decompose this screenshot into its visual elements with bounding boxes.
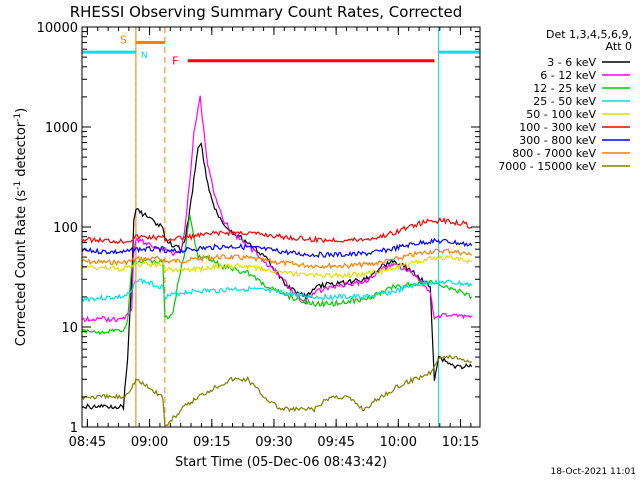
timestamp: 18-Oct-2021 11:01 — [551, 467, 636, 477]
y-tick-label-2: 100 — [53, 221, 78, 236]
legend-title-attenuator: Att 0 — [606, 40, 632, 53]
annotation-F: F — [172, 55, 178, 68]
y-tick-label-4: 10000 — [37, 21, 78, 36]
annotation-S: S — [120, 33, 127, 46]
plot-frame — [81, 26, 481, 428]
y-axis-ticks: 1 10 100 1000 10000 — [37, 21, 480, 436]
series-line-1 — [81, 95, 473, 323]
chart-title: RHESSI Observing Summary Count Rates, Co… — [70, 3, 463, 21]
x-tick-label-0: 08:45 — [69, 435, 106, 450]
legend-label-6: 300 - 800 keV — [519, 134, 596, 147]
y-tick-label-1: 10 — [61, 321, 78, 336]
plot-lines — [81, 95, 473, 428]
x-tick-label-1: 09:00 — [131, 435, 168, 450]
legend-label-8: 7000 - 15000 keV — [498, 160, 596, 173]
legend-label-1: 6 - 12 keV — [540, 69, 596, 82]
x-tick-label-6: 10:15 — [442, 435, 479, 450]
x-axis-label: Start Time (05-Dec-06 08:43:42) — [175, 455, 387, 470]
x-tick-label-4: 09:45 — [317, 435, 354, 450]
series-line-6 — [81, 237, 473, 259]
legend-label-0: 3 - 6 keV — [547, 56, 596, 69]
x-tick-label-5: 10:00 — [380, 435, 417, 450]
x-tick-label-3: 09:30 — [255, 435, 292, 450]
observing-bands — [81, 27, 481, 427]
x-tick-label-2: 09:15 — [193, 435, 230, 450]
annotation-N: N — [141, 51, 148, 61]
legend-label-3: 25 - 50 keV — [533, 95, 596, 108]
series-line-8 — [81, 354, 472, 428]
series-line-5 — [81, 216, 473, 245]
x-axis-ticks: 08:45 09:00 09:15 09:30 09:45 10:00 10:15 — [69, 27, 479, 450]
legend-title-detectors: Det 1,3,4,5,6,9, — [546, 28, 632, 41]
y-axis-label: Corrected Count Rate (s-1 detector-1) — [13, 108, 29, 346]
y-tick-label-3: 1000 — [45, 121, 78, 136]
series-line-0 — [81, 142, 473, 412]
series-line-7 — [81, 248, 473, 270]
y-tick-label-0: 1 — [70, 421, 78, 436]
legend-label-2: 12 - 25 keV — [533, 82, 596, 95]
chart-annotations: S N F — [120, 33, 178, 67]
series-line-3 — [81, 278, 473, 303]
legend-label-5: 100 - 300 keV — [519, 121, 596, 134]
series-line-4 — [81, 254, 472, 279]
legend-label-4: 50 - 100 keV — [526, 108, 596, 121]
legend-label-7: 800 - 7000 keV — [512, 147, 596, 160]
